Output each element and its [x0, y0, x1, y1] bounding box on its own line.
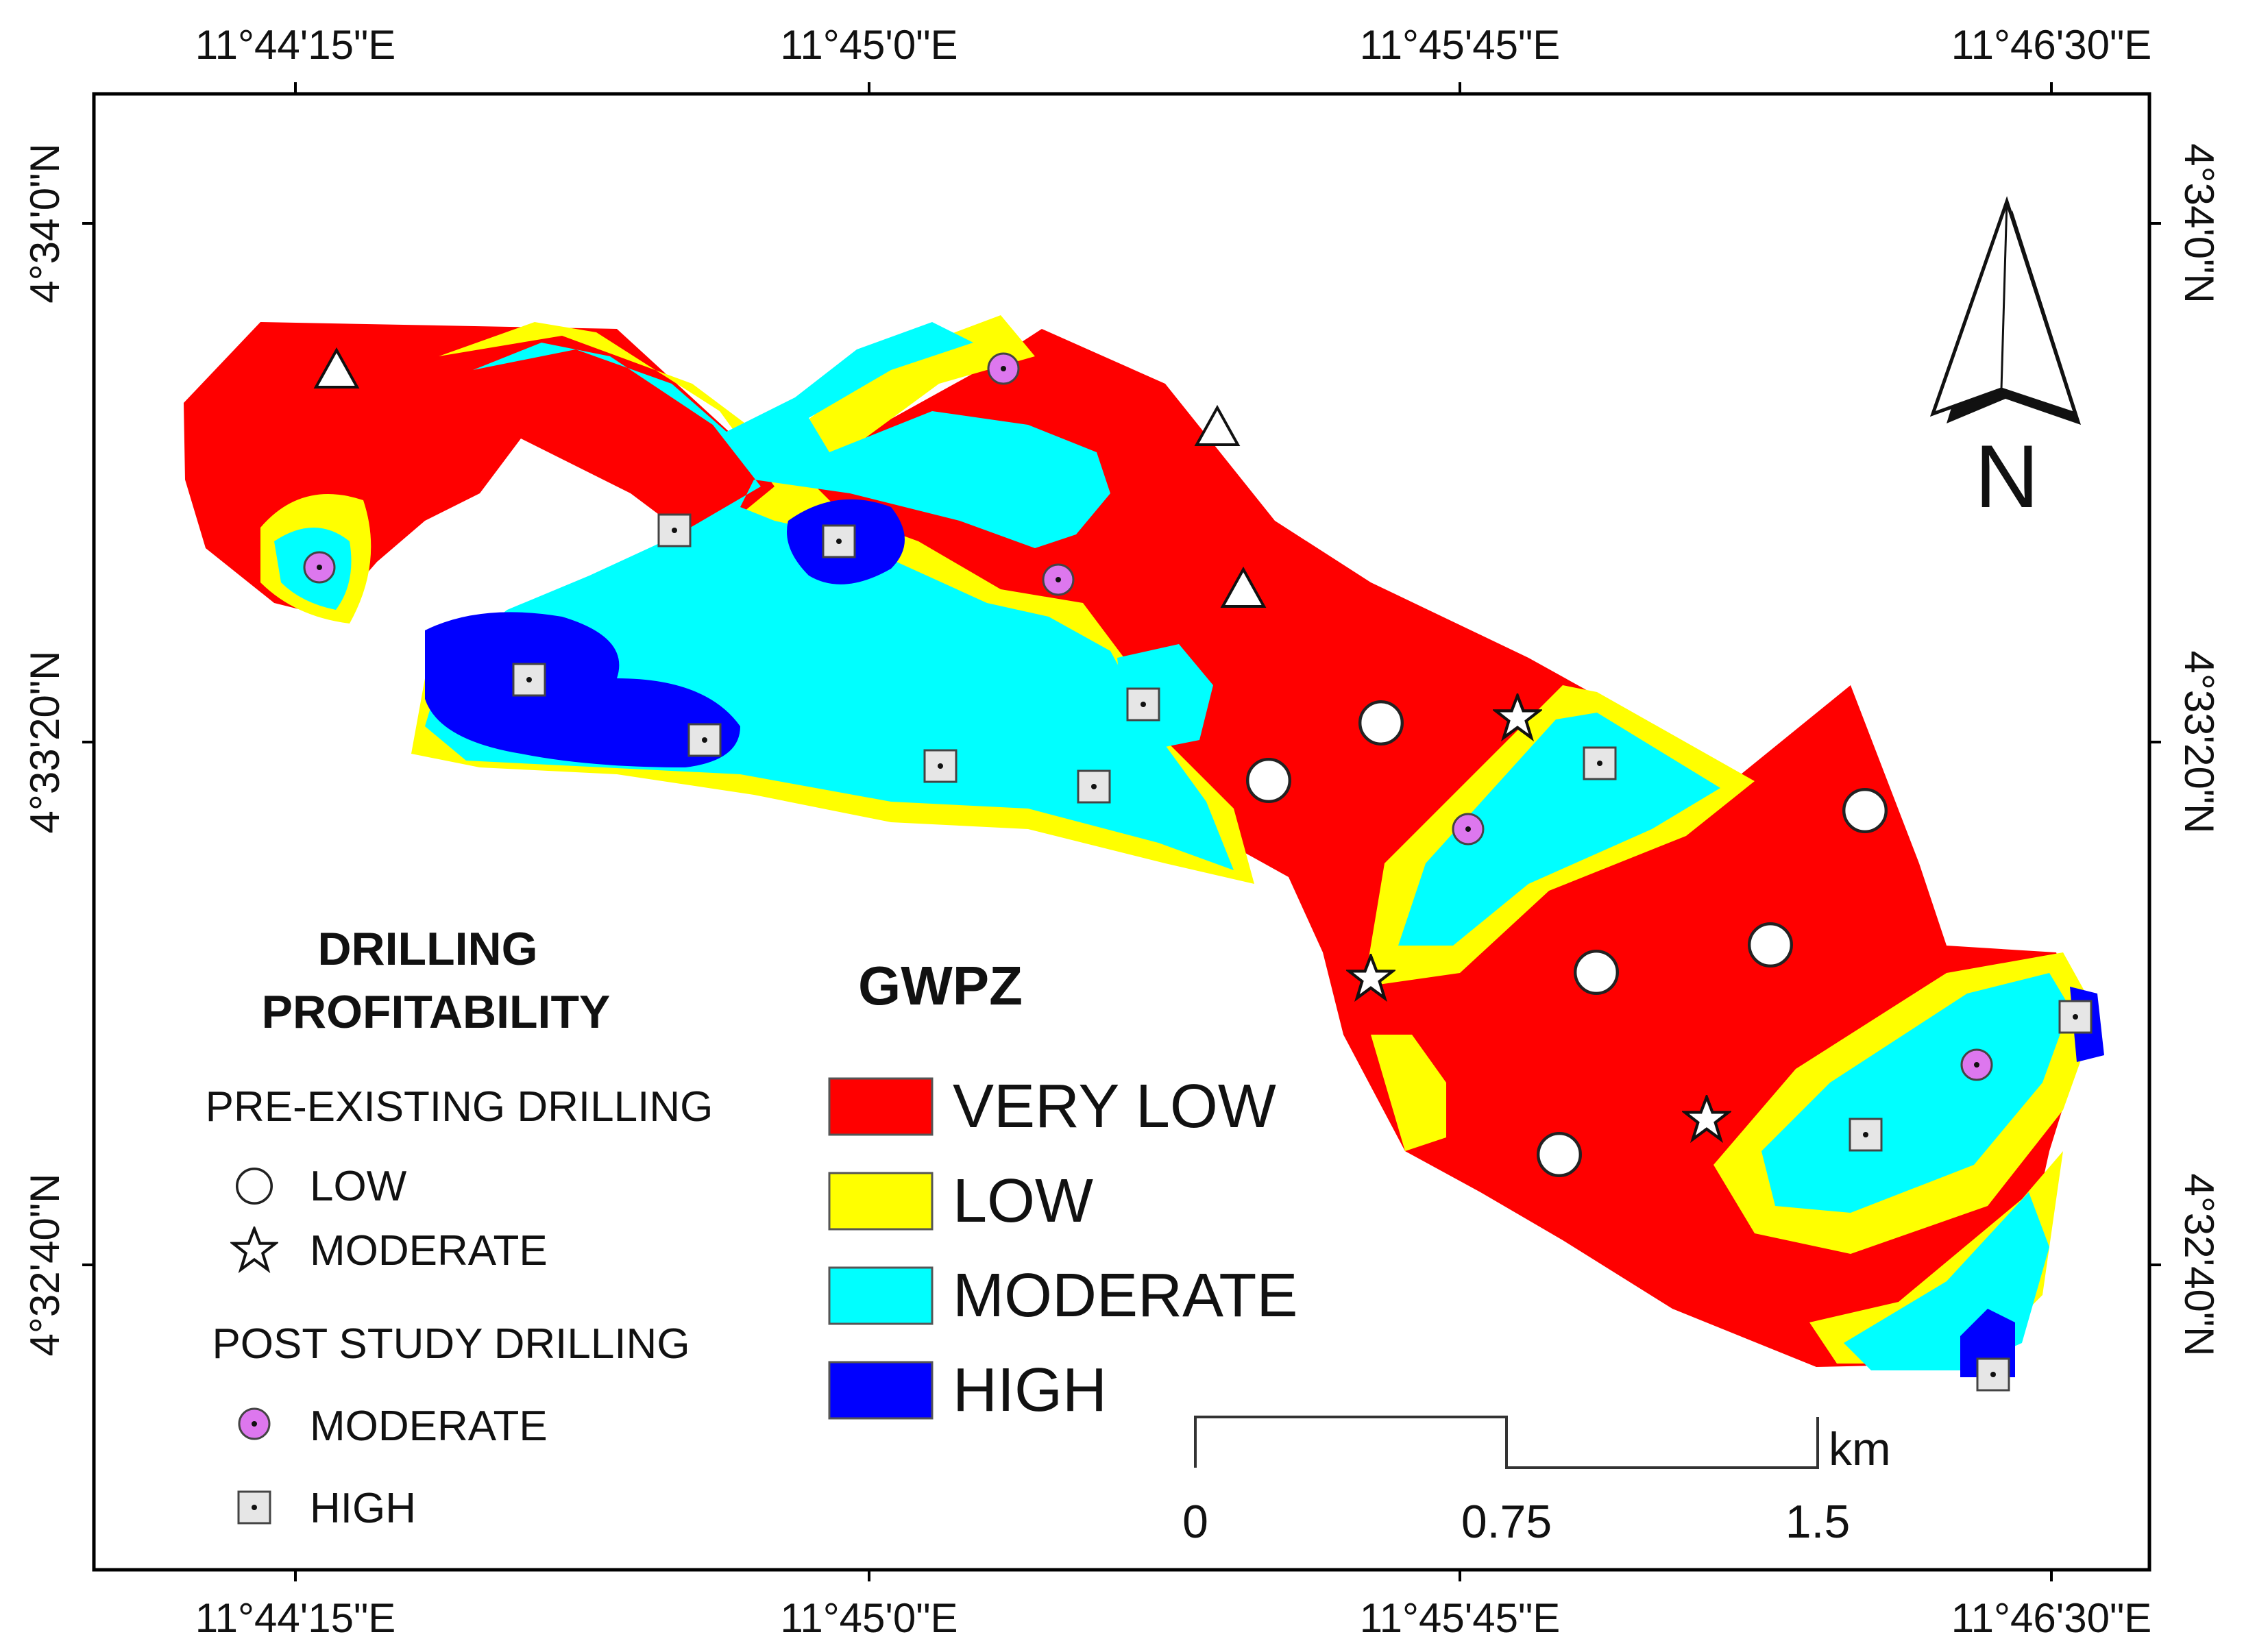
- north-arrow: N: [1929, 196, 2081, 526]
- gwpz-label-very-low: VERY LOW: [953, 1072, 1276, 1141]
- pre-existing-low-label: LOW: [310, 1163, 407, 1210]
- post-study-high-marker: [687, 723, 722, 757]
- gwpz-swatch-moderate: [828, 1266, 934, 1325]
- pre-existing-low-marker: [1538, 1133, 1581, 1176]
- pre-existing-low-marker: [1247, 759, 1290, 802]
- post-study-high-marker: [923, 749, 958, 783]
- north-label: N: [1975, 426, 2039, 526]
- lon-label-top-1: 11°44'15"E: [195, 22, 396, 68]
- post-study-moderate-marker: [303, 551, 336, 584]
- gwpz-label-high: HIGH: [953, 1356, 1107, 1425]
- scale-bar-line: [1194, 1416, 1819, 1469]
- drilling-legend-title-2: PROFITABILITY: [262, 986, 611, 1038]
- post-study-moderate-marker: [1452, 813, 1485, 846]
- post-study-high-marker: [1849, 1118, 1883, 1152]
- pre-existing-low-marker: [1844, 789, 1886, 832]
- scale-bar: km 0 0.75 1.5: [1182, 1416, 1891, 1548]
- legend-pink-circle-icon: [238, 1407, 271, 1440]
- gwpz-legend: GWPZ VERY LOW LOW MODERATE HIGH: [828, 955, 1297, 1425]
- gwpz-label-moderate: MODERATE: [953, 1261, 1297, 1330]
- gwpz-swatch-high: [828, 1361, 934, 1420]
- lat-label-right-3: 4°32'40"N: [2176, 1174, 2222, 1357]
- gwpz-swatch-low: [828, 1172, 934, 1231]
- scale-label-0: 0: [1182, 1496, 1208, 1548]
- lon-label-top-4: 11°46'30"E: [1951, 22, 2152, 68]
- zone-low-6: [1371, 1035, 1446, 1151]
- lat-label-left-1: 4°34'0"N: [22, 143, 68, 304]
- post-study-high-marker: [512, 663, 546, 697]
- post-study-high-label: HIGH: [310, 1485, 416, 1532]
- pre-existing-heading: PRE-EXISTING DRILLING: [206, 1083, 714, 1131]
- lon-label-top-2: 11°45'0"E: [780, 22, 958, 68]
- legend-circle-icon: [236, 1168, 273, 1205]
- post-study-moderate-marker: [1042, 563, 1075, 596]
- pre-existing-low-marker: [1575, 951, 1618, 994]
- zone-moderate-4: [1761, 973, 2070, 1213]
- post-study-heading: POST STUDY DRILLING: [212, 1320, 690, 1368]
- post-study-high-marker: [2058, 1000, 2093, 1034]
- post-study-high-marker: [1583, 746, 1617, 780]
- legend-square-icon: [237, 1490, 271, 1525]
- scale-unit: km: [1829, 1423, 1891, 1475]
- lon-label-bottom-1: 11°44'15"E: [195, 1595, 396, 1641]
- post-study-high-marker: [657, 513, 692, 547]
- zone-moderate-3: [1398, 713, 1720, 946]
- lat-label-left-3: 4°32'40"N: [22, 1174, 68, 1357]
- post-study-moderate-label: MODERATE: [310, 1403, 548, 1450]
- post-study-high-marker: [1077, 769, 1111, 804]
- lat-label-right-1: 4°34'0"N: [2176, 143, 2222, 304]
- pre-existing-low-marker: [1749, 924, 1792, 966]
- lon-label-bottom-4: 11°46'30"E: [1951, 1595, 2152, 1641]
- gwpz-label-low: LOW: [953, 1167, 1093, 1235]
- scale-label-1: 0.75: [1461, 1496, 1552, 1548]
- post-study-high-marker: [822, 524, 856, 558]
- scale-label-2: 1.5: [1785, 1496, 1851, 1548]
- lon-label-top-3: 11°45'45"E: [1360, 22, 1561, 68]
- zone-moderate-6: [1117, 644, 1213, 747]
- pre-existing-moderate-label: MODERATE: [310, 1227, 548, 1274]
- gwpz-zones: [184, 315, 2104, 1377]
- lon-label-bottom-2: 11°45'0"E: [780, 1595, 958, 1641]
- post-study-moderate-marker: [1960, 1048, 1993, 1081]
- zone-very-low: [184, 322, 2084, 1367]
- lat-label-right-2: 4°33'20"N: [2176, 651, 2222, 834]
- post-study-moderate-marker: [987, 352, 1020, 385]
- pre-existing-low-marker: [1360, 702, 1402, 744]
- drilling-legend-title-1: DRILLING: [317, 923, 537, 975]
- gwpz-legend-title: GWPZ: [858, 955, 1023, 1016]
- frame-ticks: [82, 82, 2161, 1581]
- gwpz-swatch-very-low: [828, 1077, 934, 1136]
- zone-high-1: [425, 612, 740, 767]
- drilling-profitability-legend: DRILLING PROFITABILITY PRE-EXISTING DRIL…: [206, 923, 714, 1532]
- lat-label-left-2: 4°33'20"N: [22, 651, 68, 834]
- lon-label-bottom-3: 11°45'45"E: [1360, 1595, 1561, 1641]
- post-study-high-marker: [1126, 687, 1160, 722]
- post-study-high-marker: [1976, 1357, 2010, 1392]
